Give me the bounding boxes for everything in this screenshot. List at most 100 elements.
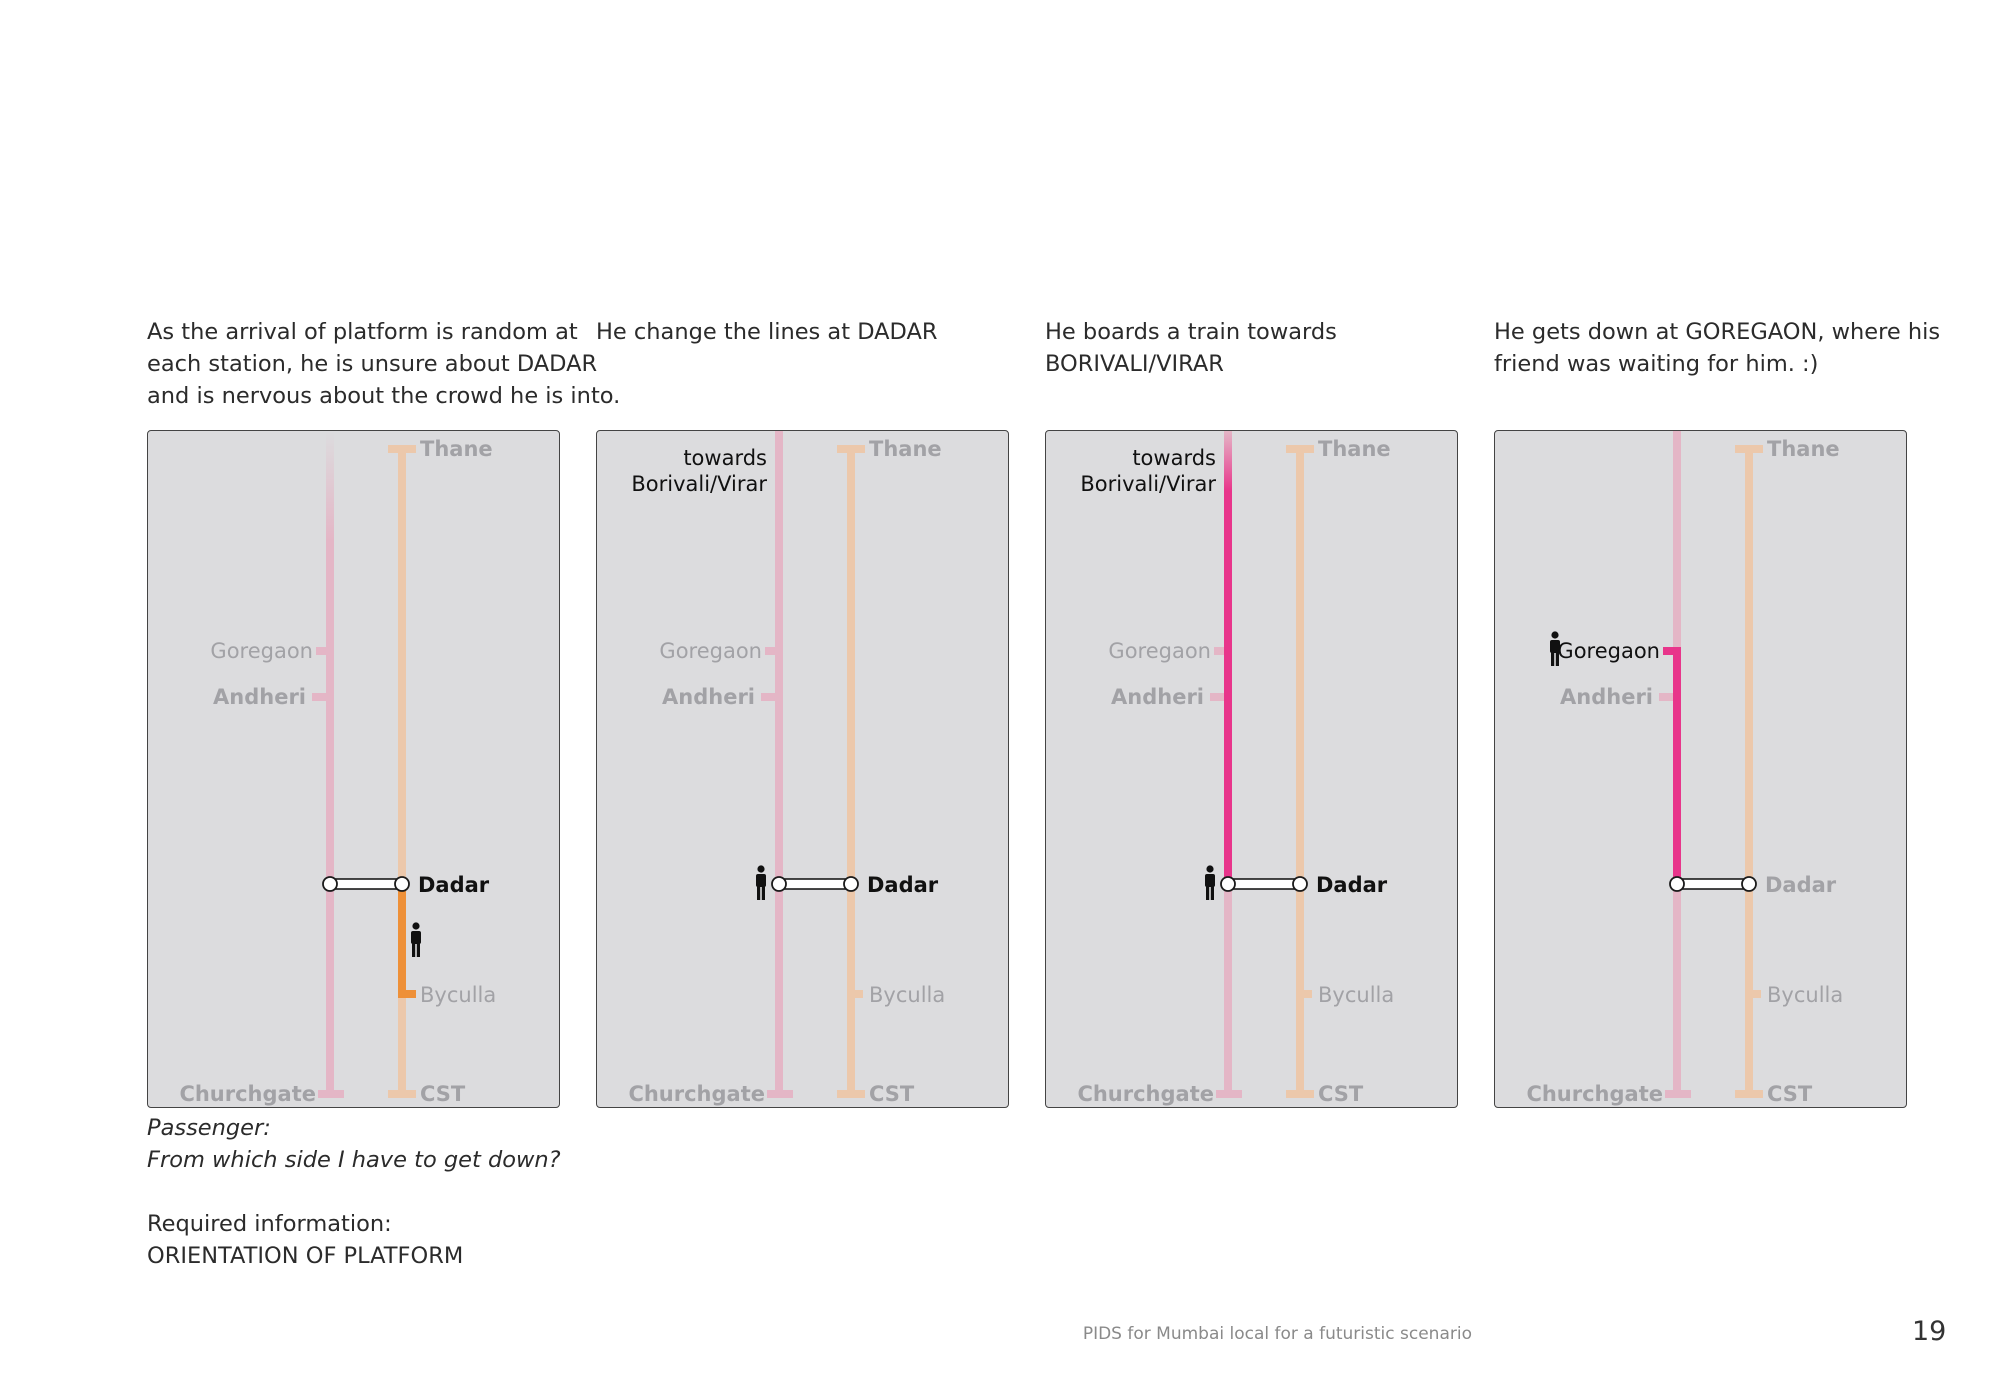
route-panel-2: Thane Goregaon Andheri Dadar Byculla Churchga… [596, 430, 1009, 1108]
station-goregaon: Goregaon [659, 639, 762, 663]
passenger-icon [1550, 631, 1560, 666]
station-thane: Thane [420, 437, 493, 461]
caption-line: He boards a train towards [1045, 319, 1337, 345]
station-churchgate: Churchgate [1077, 1082, 1214, 1106]
route-map: Thane Goregaon Andheri Dadar Byculla Churchga… [1077, 431, 1394, 1106]
western-line-fade [326, 431, 334, 541]
caption-3: He boards a train towards BORIVALI/VIRAR [1045, 316, 1485, 380]
dadar-central-node [1292, 876, 1308, 892]
cst-terminal-cap [837, 1090, 865, 1098]
active-route [1673, 647, 1681, 884]
thane-terminal-cap [388, 445, 416, 453]
cst-terminal-cap [388, 1090, 416, 1098]
active-route [1224, 491, 1232, 884]
station-dadar: Dadar [867, 873, 939, 897]
passenger-icon [411, 922, 421, 957]
byculla-tick [855, 990, 863, 998]
churchgate-terminal-cap [318, 1090, 344, 1098]
caption-4: He gets down at GOREGAON, where his frie… [1494, 316, 1941, 380]
station-andheri: Andheri [1560, 685, 1653, 709]
route-panel-1: Thane Goregaon Andheri Dadar Byculla Churchga… [147, 430, 560, 1108]
caption-line: friend was waiting for him. :) [1494, 351, 1819, 377]
andheri-tick [1659, 693, 1673, 701]
passenger-label: Passenger: [147, 1115, 271, 1141]
byculla-tick [1304, 990, 1312, 998]
churchgate-terminal-cap [1665, 1090, 1691, 1098]
station-byculla: Byculla [420, 983, 496, 1007]
dadar-interchange [1227, 878, 1301, 890]
station-thane: Thane [869, 437, 942, 461]
station-goregaon: Goregaon [1108, 639, 1211, 663]
western-line [326, 541, 334, 1094]
active-route-end [398, 990, 416, 998]
active-route-fade [1224, 431, 1232, 491]
passenger-icon [756, 865, 766, 900]
cst-terminal-cap [1735, 1090, 1763, 1098]
required-info-value: ORIENTATION OF PLATFORM [147, 1243, 464, 1269]
towards-label: towards [683, 446, 767, 470]
central-line [1296, 449, 1304, 1094]
thane-terminal-cap [837, 445, 865, 453]
central-line [398, 449, 406, 1094]
route-map: Thane Goregaon Andheri Dadar Byculla Churchga… [628, 431, 945, 1106]
dadar-central-node [1741, 876, 1757, 892]
footer-title: PIDS for Mumbai local for a futuristic s… [1082, 1324, 1472, 1344]
central-line [1745, 449, 1753, 1094]
dadar-interchange [1676, 878, 1750, 890]
caption-line: each station, he is unsure about DADAR [147, 351, 598, 377]
caption-2: He change the lines at DADAR [596, 316, 1036, 348]
towards-label: towards [1132, 446, 1216, 470]
route-map: Thane Goregaon Andheri Dadar Byculla Churchga… [179, 431, 496, 1106]
route-map: Thane Goregaon Andheri Dadar Byculla Churchga… [1526, 431, 1843, 1106]
route-panel-4: Thane Goregaon Andheri Dadar Byculla Churchga… [1494, 430, 1907, 1108]
active-route [398, 884, 406, 998]
notes-block: Passenger: From which side I have to get… [147, 1112, 561, 1272]
dadar-central-node [843, 876, 859, 892]
thane-terminal-cap [1735, 445, 1763, 453]
caption-line: As the arrival of platform is random at [147, 319, 578, 345]
churchgate-terminal-cap [767, 1090, 793, 1098]
goregaon-tick [765, 647, 775, 655]
station-andheri: Andheri [1111, 685, 1204, 709]
andheri-tick [312, 693, 326, 701]
station-churchgate: Churchgate [628, 1082, 765, 1106]
active-route-end [1663, 647, 1677, 655]
station-cst: CST [1767, 1082, 1813, 1106]
caption-line: He change the lines at DADAR [596, 319, 938, 345]
station-cst: CST [1318, 1082, 1364, 1106]
passenger-question: From which side I have to get down? [147, 1147, 561, 1173]
route-panel-3: Thane Goregaon Andheri Dadar Byculla Churchga… [1045, 430, 1458, 1108]
caption-1: As the arrival of platform is random at … [147, 316, 620, 412]
station-dadar: Dadar [1765, 873, 1837, 897]
station-cst: CST [869, 1082, 915, 1106]
required-info-label: Required information: [147, 1211, 392, 1237]
dadar-interchange [329, 878, 403, 890]
station-andheri: Andheri [213, 685, 306, 709]
page-number: 19 [1912, 1316, 1947, 1347]
goregaon-tick [1214, 647, 1224, 655]
passenger-icon [1205, 865, 1215, 900]
station-byculla: Byculla [1767, 983, 1843, 1007]
goregaon-tick [316, 647, 326, 655]
cst-terminal-cap [1286, 1090, 1314, 1098]
station-thane: Thane [1318, 437, 1391, 461]
station-byculla: Byculla [1318, 983, 1394, 1007]
dadar-western-node [771, 876, 787, 892]
dadar-western-node [1220, 876, 1236, 892]
dadar-central-node [394, 876, 410, 892]
caption-line: BORIVALI/VIRAR [1045, 351, 1224, 377]
station-andheri: Andheri [662, 685, 755, 709]
western-line [775, 431, 783, 1094]
thane-terminal-cap [1286, 445, 1314, 453]
towards-destination: Borivali/Virar [631, 472, 767, 496]
byculla-tick [1753, 990, 1761, 998]
towards-destination: Borivali/Virar [1080, 472, 1216, 496]
station-dadar: Dadar [418, 873, 490, 897]
station-thane: Thane [1767, 437, 1840, 461]
churchgate-terminal-cap [1216, 1090, 1242, 1098]
station-byculla: Byculla [869, 983, 945, 1007]
station-churchgate: Churchgate [1526, 1082, 1663, 1106]
dadar-interchange [778, 878, 852, 890]
dadar-western-node [1669, 876, 1685, 892]
caption-line: He gets down at GOREGAON, where his [1494, 319, 1941, 345]
